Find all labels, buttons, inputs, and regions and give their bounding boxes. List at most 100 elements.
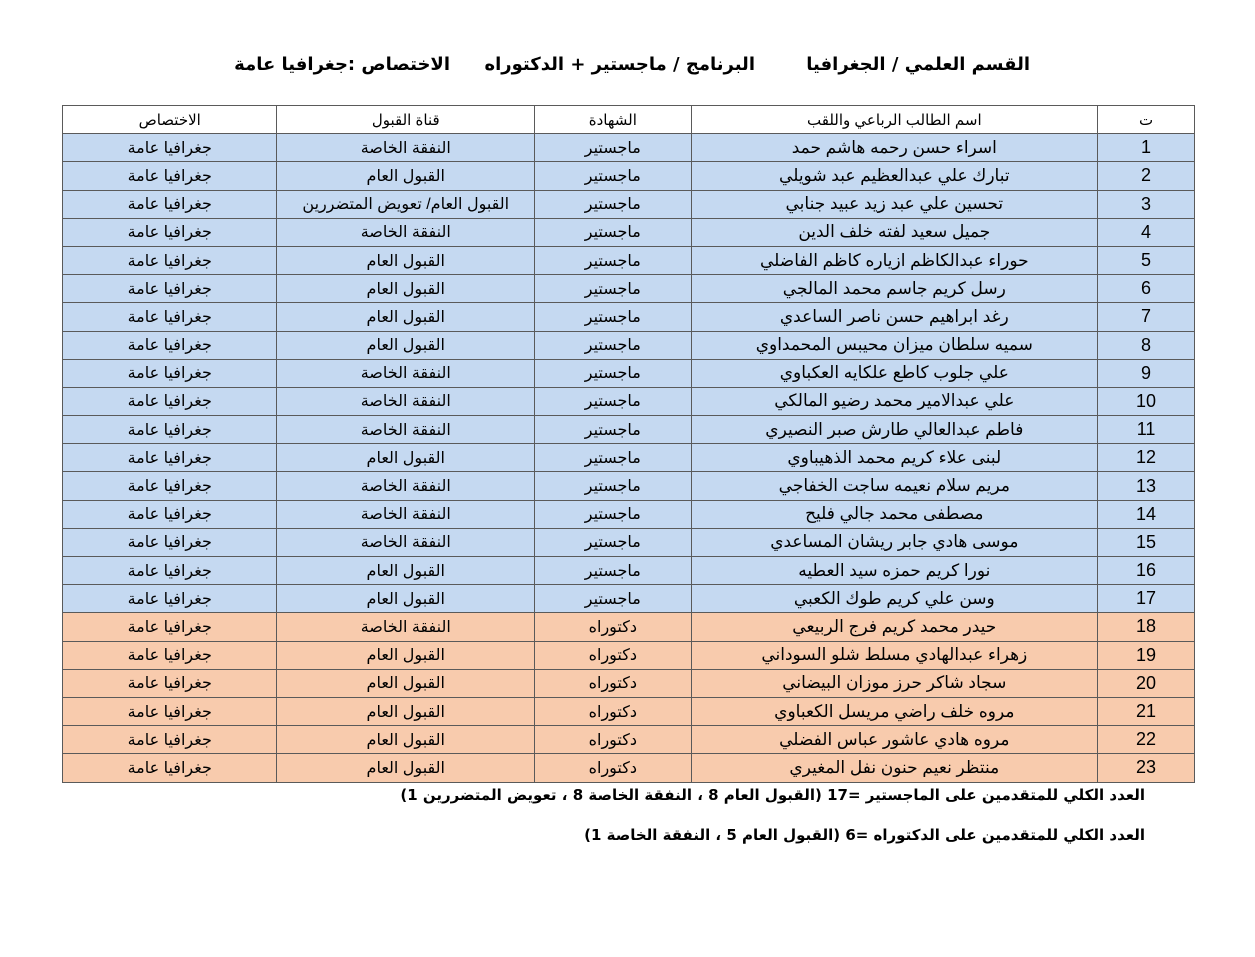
cell-name: زهراء عبدالهادي مسلط شلو السوداني	[690, 640, 1099, 670]
cell-number: 15	[1097, 527, 1195, 558]
cell-degree: ماجستير	[534, 415, 692, 445]
cell-name: تبارك علي عبدالعظيم عبد شويلي	[690, 161, 1099, 191]
specialization-title: الاختصاص :جغرافيا عامة	[234, 54, 450, 75]
table-row: 13 مريم سلام نعيمه ساجت الخفاجي ماجستير الن…	[61, 471, 1195, 501]
cell-number: 11	[1097, 415, 1195, 445]
table-row: 11 فاطم عبدالعالي طارش صبر النصيري ماجستير…	[61, 415, 1195, 445]
cell-specialization: جغرافيا عامة	[61, 245, 278, 276]
table-row: 22 مروه هادي عاشور عباس الفضلي دكتوراه القب…	[61, 725, 1195, 755]
table-row: 3 تحسين علي عبد زيد عبيد جنابي ماجستير القب…	[61, 189, 1195, 219]
cell-number: 5	[1097, 245, 1195, 276]
cell-name: مصطفى محمد جالي فليح	[690, 499, 1099, 529]
cell-name: اسراء حسن رحمه هاشم حمد	[690, 133, 1099, 163]
cell-specialization: جغرافيا عامة	[61, 330, 278, 360]
cell-degree: ماجستير	[534, 358, 692, 388]
table-row: 1 اسراء حسن رحمه هاشم حمد ماجستير النفقة ال…	[61, 133, 1195, 163]
cell-degree: ماجستير	[534, 189, 692, 219]
cell-name: موسى هادي جابر ريشان المساعدي	[690, 527, 1099, 558]
cell-number: 8	[1097, 330, 1195, 360]
table-row: 10 علي عبدالامير محمد رضيو المالكي ماجستير…	[61, 386, 1195, 417]
cell-specialization: جغرافيا عامة	[61, 443, 278, 473]
table-header-row: ت اسم الطالب الرباعي واللقب الشهادة قناة…	[61, 104, 1195, 135]
program-title: البرنامج / ماجستير + الدكتوراه	[484, 54, 755, 75]
cell-name: منتظر نعيم حنون نفل المغيري	[690, 753, 1099, 783]
cell-name: نورا كريم حمزه سيد العطيه	[690, 555, 1099, 586]
document-header: القسم العلمي / الجغرافيا البرنامج / ماجس…	[220, 54, 1030, 84]
cell-name: مريم سلام نعيمه ساجت الخفاجي	[690, 471, 1099, 501]
cell-degree: دكتوراه	[534, 668, 692, 698]
cell-number: 16	[1097, 555, 1195, 586]
cell-number: 7	[1097, 302, 1195, 332]
cell-specialization: جغرافيا عامة	[61, 527, 278, 558]
cell-specialization: جغرافيا عامة	[61, 471, 278, 501]
table-row: 15 موسى هادي جابر ريشان المساعدي ماجستير ال…	[61, 527, 1195, 558]
cell-name: لبنى علاء كريم محمد الذهيباوي	[690, 443, 1099, 473]
cell-specialization: جغرافيا عامة	[61, 499, 278, 529]
cell-channel: القبول العام	[276, 161, 536, 191]
cell-channel: القبول العام	[276, 443, 536, 473]
cell-specialization: جغرافيا عامة	[61, 612, 278, 642]
cell-number: 4	[1097, 217, 1195, 247]
cell-channel: القبول العام	[276, 753, 536, 783]
applicants-table: ت اسم الطالب الرباعي واللقب الشهادة قناة…	[61, 104, 1195, 783]
table-row: 4 جميل سعيد لفته خلف الدين ماجستير النفقة ا…	[61, 217, 1195, 247]
cell-degree: ماجستير	[534, 217, 692, 247]
master-summary: العدد الكلي للمتقدمين على الماجستير =17 …	[400, 786, 1145, 804]
cell-channel: النفقة الخاصة	[276, 527, 536, 558]
cell-degree: ماجستير	[534, 302, 692, 332]
cell-degree: ماجستير	[534, 471, 692, 501]
table-row: 2 تبارك علي عبدالعظيم عبد شويلي ماجستير الق…	[61, 161, 1195, 191]
cell-name: رسل كريم جاسم محمد المالجي	[690, 274, 1099, 304]
table-row: 14 مصطفى محمد جالي فليح ماجستير النفقة الخا…	[61, 499, 1195, 529]
cell-degree: ماجستير	[534, 584, 692, 614]
cell-degree: ماجستير	[534, 245, 692, 276]
cell-specialization: جغرافيا عامة	[61, 161, 278, 191]
cell-channel: النفقة الخاصة	[276, 217, 536, 247]
table-row: 18 حيدر محمد كريم فرج الربيعي دكتوراه النفق…	[61, 612, 1195, 642]
table-row: 5 حوراء عبدالكاظم ازياره كاظم الفاضلي ماجس…	[61, 245, 1195, 276]
cell-number: 19	[1097, 640, 1195, 670]
cell-degree: ماجستير	[534, 555, 692, 586]
cell-number: 14	[1097, 499, 1195, 529]
cell-channel: القبول العام	[276, 245, 536, 276]
cell-number: 23	[1097, 753, 1195, 783]
cell-degree: دكتوراه	[534, 640, 692, 670]
cell-name: تحسين علي عبد زيد عبيد جنابي	[690, 189, 1099, 219]
cell-channel: القبول العام	[276, 696, 536, 727]
cell-number: 17	[1097, 584, 1195, 614]
cell-degree: دكتوراه	[534, 753, 692, 783]
cell-channel: القبول العام	[276, 584, 536, 614]
cell-channel: النفقة الخاصة	[276, 386, 536, 417]
cell-name: جميل سعيد لفته خلف الدين	[690, 217, 1099, 247]
cell-channel: القبول العام	[276, 668, 536, 698]
column-header-specialization: الاختصاص	[61, 104, 278, 135]
phd-summary: العدد الكلي للمتقدمين على الدكتوراه =6 (…	[584, 826, 1145, 844]
cell-channel: القبول العام	[276, 330, 536, 360]
department-title: القسم العلمي / الجغرافيا	[806, 54, 1030, 75]
cell-channel: النفقة الخاصة	[276, 358, 536, 388]
column-header-channel: قناة القبول	[276, 104, 536, 135]
table-row: 12 لبنى علاء كريم محمد الذهيباوي ماجستير ال…	[61, 443, 1195, 473]
cell-specialization: جغرافيا عامة	[61, 133, 278, 163]
cell-name: وسن علي كريم طوك الكعبي	[690, 584, 1099, 614]
column-header-degree: الشهادة	[534, 104, 692, 135]
table-row: 19 زهراء عبدالهادي مسلط شلو السوداني دكتور…	[61, 640, 1195, 670]
column-header-name: اسم الطالب الرباعي واللقب	[690, 104, 1099, 135]
cell-number: 2	[1097, 161, 1195, 191]
cell-channel: القبول العام	[276, 274, 536, 304]
cell-name: سجاد شاكر حرز موزان البيضاني	[690, 668, 1099, 698]
cell-specialization: جغرافيا عامة	[61, 415, 278, 445]
cell-channel: القبول العام/ تعويض المتضررين	[276, 189, 536, 219]
table-row: 9 علي جلوب كاطع علكايه العكباوي ماجستير الن…	[61, 358, 1195, 388]
cell-degree: ماجستير	[534, 133, 692, 163]
table-row: 6 رسل كريم جاسم محمد المالجي ماجستير القبول…	[61, 274, 1195, 304]
cell-specialization: جغرافيا عامة	[61, 555, 278, 586]
cell-channel: النفقة الخاصة	[276, 612, 536, 642]
table-row: 8 سميه سلطان ميزان محيبس المحمداوي ماجستير…	[61, 330, 1195, 360]
cell-degree: ماجستير	[534, 161, 692, 191]
table-body: 1 اسراء حسن رحمه هاشم حمد ماجستير النفقة ال…	[61, 133, 1195, 783]
cell-specialization: جغرافيا عامة	[61, 753, 278, 783]
cell-specialization: جغرافيا عامة	[61, 584, 278, 614]
cell-channel: القبول العام	[276, 555, 536, 586]
cell-number: 6	[1097, 274, 1195, 304]
